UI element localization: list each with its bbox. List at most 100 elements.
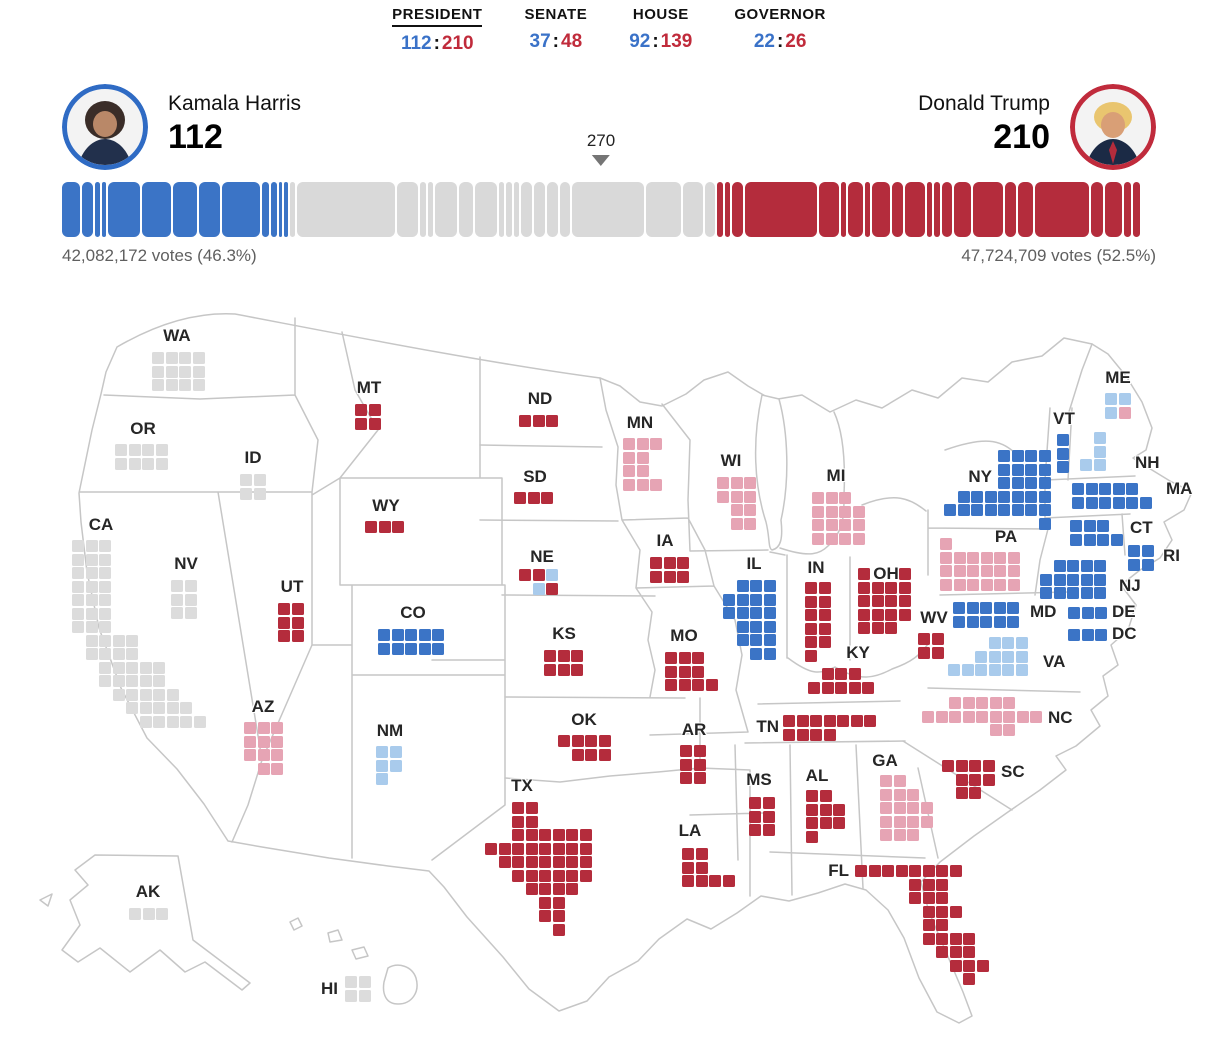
bar-segment-rep[interactable]: [1034, 182, 1089, 237]
bar-segment-uncalled[interactable]: [646, 182, 681, 237]
ev-square: [948, 664, 960, 676]
bar-segment-uncalled[interactable]: [289, 182, 296, 237]
ev-square: [1085, 483, 1098, 495]
bar-segment-dem[interactable]: [102, 182, 106, 237]
bar-segment-rep[interactable]: [905, 182, 925, 237]
bar-segment-rep[interactable]: [840, 182, 847, 237]
bar-segment-rep[interactable]: [1123, 182, 1131, 237]
bar-segment-uncalled[interactable]: [435, 182, 457, 237]
ev-square: [539, 856, 551, 868]
ev-square: [898, 595, 911, 607]
bar-segment-rep[interactable]: [848, 182, 863, 237]
ev-square: [955, 787, 968, 799]
state-label-dc: DC: [1112, 624, 1137, 643]
bar-segment-uncalled[interactable]: [506, 182, 512, 237]
bar-segment-dem[interactable]: [198, 182, 221, 237]
ev-square: [418, 629, 431, 641]
state-label-tx: TX: [511, 776, 533, 795]
bar-segment-dem[interactable]: [222, 182, 261, 237]
bar-segment-rep[interactable]: [819, 182, 839, 237]
state-label-nm: NM: [376, 721, 404, 740]
ev-square: [291, 630, 304, 642]
ev-square: [85, 580, 98, 593]
ev-square: [552, 896, 565, 909]
ev-square: [1093, 459, 1106, 471]
bar-segment-dem[interactable]: [107, 182, 141, 237]
ev-square: [1011, 504, 1024, 516]
bar-segment-dem[interactable]: [278, 182, 283, 237]
bar-segment-uncalled[interactable]: [533, 182, 545, 237]
ev-square: [744, 517, 756, 530]
ev-square: [966, 602, 979, 614]
ev-square: [571, 735, 584, 747]
tab-president[interactable]: PRESIDENT 112:210: [392, 6, 483, 55]
ev-square: [682, 848, 694, 860]
tab-house[interactable]: HOUSE 92:139: [629, 6, 692, 55]
bar-segment-dem[interactable]: [262, 182, 270, 237]
bar-segment-uncalled[interactable]: [682, 182, 703, 237]
bar-segment-uncalled[interactable]: [498, 182, 505, 237]
bar-segment-uncalled[interactable]: [396, 182, 419, 237]
ev-square: [376, 759, 388, 772]
ev-square: [963, 973, 975, 985]
bar-segment-uncalled[interactable]: [513, 182, 520, 237]
bar-segment-rep[interactable]: [1105, 182, 1122, 237]
ev-square: [907, 815, 919, 828]
ev-square: [1080, 560, 1093, 572]
bar-segment-rep[interactable]: [1132, 182, 1140, 237]
ev-square: [692, 679, 704, 691]
bar-segment-dem[interactable]: [142, 182, 172, 237]
bar-segment-rep[interactable]: [954, 182, 971, 237]
ev-square: [880, 788, 892, 801]
ev-square: [1112, 496, 1125, 509]
ev-square: [850, 715, 863, 727]
candidate-total-dem: 112: [168, 118, 223, 156]
bar-segment-uncalled[interactable]: [297, 182, 395, 237]
ev-square: [99, 540, 111, 552]
bar-segment-rep[interactable]: [732, 182, 743, 237]
bar-segment-uncalled[interactable]: [546, 182, 558, 237]
bar-segment-rep[interactable]: [926, 182, 933, 237]
bar-segment-rep[interactable]: [744, 182, 818, 237]
tab-senate[interactable]: SENATE 37:48: [524, 6, 587, 55]
bar-segment-uncalled[interactable]: [475, 182, 497, 237]
bar-segment-dem[interactable]: [271, 182, 277, 237]
bar-segment-dem[interactable]: [82, 182, 93, 237]
bar-segment-dem[interactable]: [173, 182, 197, 237]
bar-segment-rep[interactable]: [724, 182, 731, 237]
ev-square: [949, 932, 962, 945]
bar-segment-uncalled[interactable]: [458, 182, 474, 237]
ev-square: [882, 865, 894, 877]
bar-segment-dem[interactable]: [284, 182, 288, 237]
bar-segment-uncalled[interactable]: [559, 182, 571, 237]
ev-square: [1085, 496, 1098, 509]
ev-square: [812, 492, 824, 504]
ev-square: [166, 702, 179, 714]
bar-segment-rep[interactable]: [941, 182, 953, 237]
bar-segment-uncalled[interactable]: [521, 182, 532, 237]
bar-segment-rep[interactable]: [1018, 182, 1033, 237]
ev-square: [432, 642, 444, 655]
bar-segment-dem[interactable]: [62, 182, 81, 237]
tab-governor[interactable]: GOVERNOR 22:26: [734, 6, 826, 55]
bar-segment-rep[interactable]: [717, 182, 723, 237]
bar-segment-uncalled[interactable]: [704, 182, 716, 237]
ev-square: [99, 661, 111, 674]
ev-square: [980, 602, 992, 614]
ev-square: [1030, 710, 1042, 723]
bar-segment-dem[interactable]: [94, 182, 101, 237]
bar-segment-uncalled[interactable]: [427, 182, 434, 237]
ev-square: [1015, 637, 1028, 649]
bar-segment-rep[interactable]: [934, 182, 940, 237]
bar-segment-rep[interactable]: [1090, 182, 1104, 237]
bar-segment-rep[interactable]: [972, 182, 1004, 237]
ev-square: [957, 490, 970, 503]
bar-segment-uncalled[interactable]: [572, 182, 645, 237]
ev-square: [636, 438, 649, 450]
bar-segment-rep[interactable]: [1005, 182, 1017, 237]
bar-segment-rep[interactable]: [892, 182, 903, 237]
bar-segment-rep[interactable]: [864, 182, 871, 237]
bar-segment-uncalled[interactable]: [420, 182, 426, 237]
bar-segment-rep[interactable]: [872, 182, 891, 237]
ev-square: [709, 875, 721, 887]
